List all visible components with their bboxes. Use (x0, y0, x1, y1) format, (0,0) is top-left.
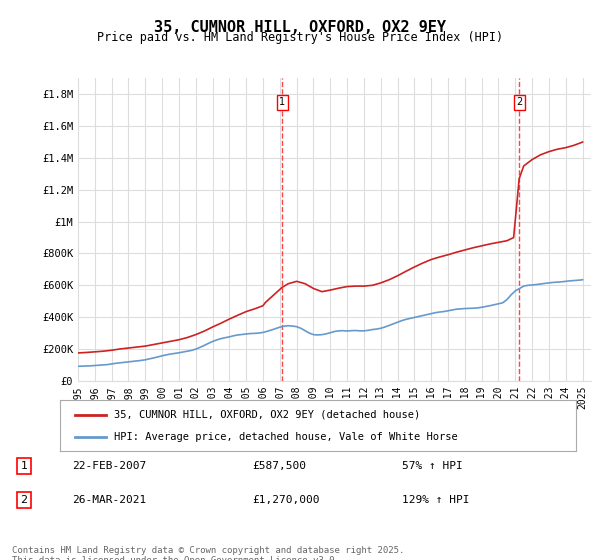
Text: 22-FEB-2007: 22-FEB-2007 (72, 461, 146, 471)
Text: 26-MAR-2021: 26-MAR-2021 (72, 495, 146, 505)
Text: 57% ↑ HPI: 57% ↑ HPI (402, 461, 463, 471)
Text: 1: 1 (20, 461, 28, 471)
Text: 35, CUMNOR HILL, OXFORD, OX2 9EY (detached house): 35, CUMNOR HILL, OXFORD, OX2 9EY (detach… (114, 409, 421, 419)
Text: Contains HM Land Registry data © Crown copyright and database right 2025.
This d: Contains HM Land Registry data © Crown c… (12, 546, 404, 560)
Text: HPI: Average price, detached house, Vale of White Horse: HPI: Average price, detached house, Vale… (114, 432, 458, 442)
Text: £1,270,000: £1,270,000 (252, 495, 320, 505)
Text: Price paid vs. HM Land Registry's House Price Index (HPI): Price paid vs. HM Land Registry's House … (97, 31, 503, 44)
Text: 2: 2 (20, 495, 28, 505)
Text: 35, CUMNOR HILL, OXFORD, OX2 9EY: 35, CUMNOR HILL, OXFORD, OX2 9EY (154, 20, 446, 35)
Text: £587,500: £587,500 (252, 461, 306, 471)
Text: 129% ↑ HPI: 129% ↑ HPI (402, 495, 470, 505)
Text: 2: 2 (516, 97, 523, 108)
Text: 1: 1 (279, 97, 285, 108)
